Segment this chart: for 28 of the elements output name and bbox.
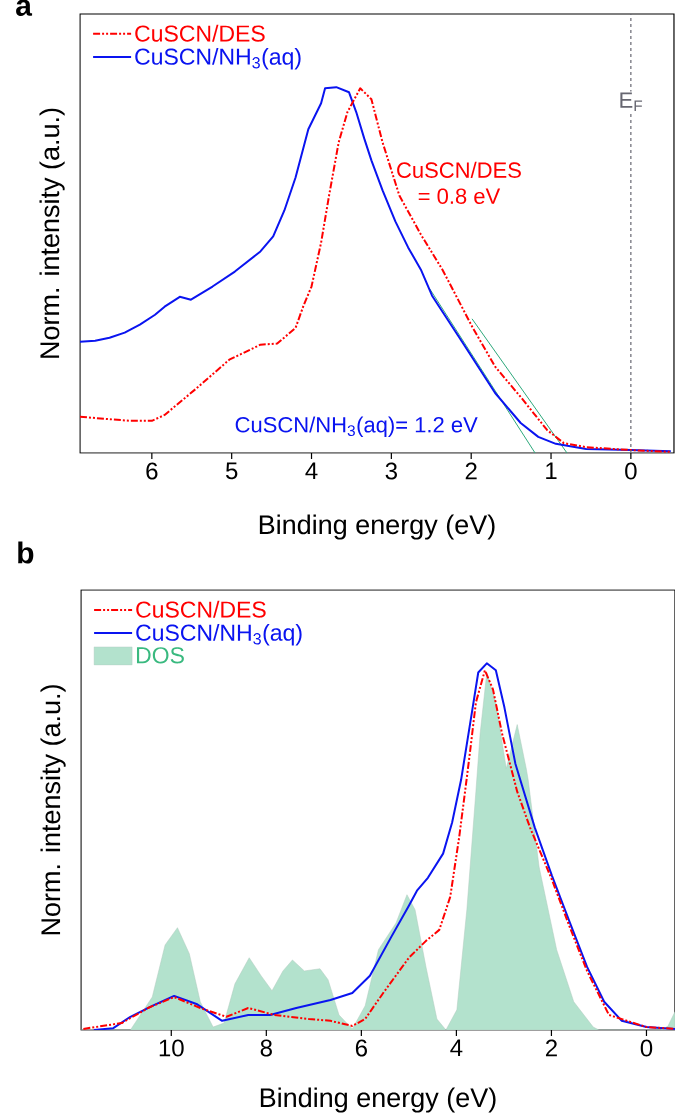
x-tick-label: 6 — [355, 1039, 367, 1057]
x-tick-label: 10 — [159, 1039, 184, 1057]
x-tick-label: 3 — [385, 462, 397, 480]
chart-title: a — [16, 0, 33, 16]
x-tick-label: 4 — [450, 1039, 463, 1057]
y-axis-title: Norm. intensity (a.u.) — [40, 685, 66, 935]
x-axis-title: Binding energy (eV) — [260, 1087, 496, 1113]
x-tick-label: 5 — [225, 462, 238, 480]
x-tick-label: 4 — [305, 462, 318, 480]
x-tick-label: 2 — [545, 1039, 557, 1057]
x-tick-label: 6 — [146, 462, 158, 480]
legend-label: CuSCN/DES — [136, 600, 266, 618]
legend-label: DOS — [136, 647, 184, 664]
y-axis-title: Norm. intensity (a.u.) — [39, 108, 65, 358]
annotation: CuSCN/NH$_{3}$(aq)= 1.2 eV — [235, 416, 478, 437]
x-tick-label: 1 — [546, 462, 557, 480]
x-axis-title: Binding energy (eV) — [259, 514, 495, 540]
x-tick-label: 2 — [465, 462, 477, 480]
annotation: = 0.8 eV — [418, 188, 501, 204]
x-tick-label: 8 — [260, 1039, 272, 1057]
annotation: CuSCN/DES — [397, 161, 521, 178]
x-tick-label: 0 — [625, 462, 637, 480]
legend-label: CuSCN/DES — [135, 24, 265, 42]
legend-label: CuSCN/NH$_{3}$(aq) — [136, 623, 302, 646]
chart-title: b — [18, 541, 34, 564]
x-tick-label: 0 — [640, 1039, 653, 1057]
legend-label: CuSCN/NH$_{3}$(aq) — [135, 47, 301, 70]
ref-line-label: E$_{F}$ — [620, 92, 643, 112]
